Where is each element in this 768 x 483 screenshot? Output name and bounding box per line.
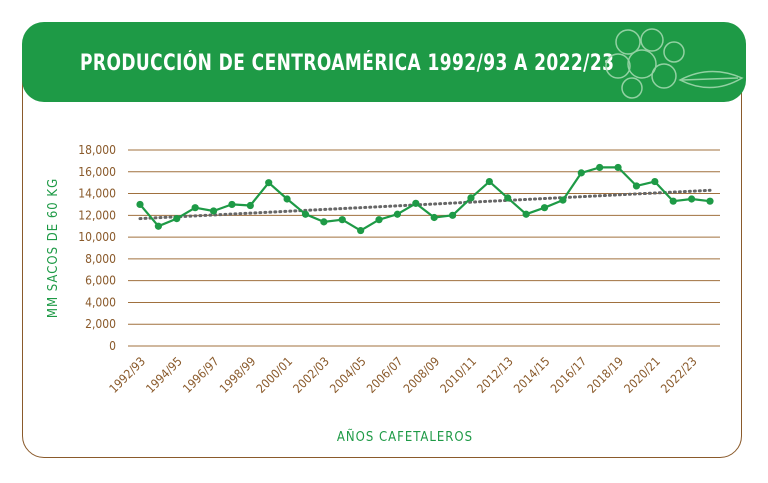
x-axis-label: AÑOS CAFETALEROS — [337, 429, 473, 445]
series-line — [139, 166, 711, 232]
y-tick-label: 18,000 — [78, 143, 116, 157]
production-series — [136, 163, 714, 235]
data-point — [651, 177, 659, 186]
x-tick-label: 2020/21 — [621, 354, 663, 396]
x-tick-label: 2010/11 — [437, 354, 479, 396]
y-tick-label: 6,000 — [85, 274, 116, 288]
data-point — [265, 179, 273, 187]
data-point — [173, 215, 181, 223]
y-tick-label: 4,000 — [85, 295, 116, 309]
x-tick-label: 2022/23 — [658, 354, 700, 396]
y-tick-label: 16,000 — [78, 165, 116, 179]
y-axis-ticks: 0 2,000 4,000 6,000 8,000 10,000 12,000 14,000 1… — [78, 143, 116, 353]
data-point — [393, 210, 402, 218]
data-point — [485, 177, 493, 186]
data-point — [669, 197, 677, 205]
x-tick-label: 1998/99 — [217, 354, 259, 396]
data-point — [357, 226, 365, 235]
data-point — [688, 195, 696, 203]
data-point — [301, 210, 310, 218]
data-point — [283, 195, 291, 203]
x-axis-ticks: 1992/931994/951996/971998/992000/012002/… — [107, 354, 700, 396]
data-point — [209, 207, 218, 215]
data-point — [430, 213, 438, 222]
x-tick-label: 1996/97 — [180, 354, 222, 396]
data-point — [596, 163, 604, 172]
y-tick-label: 2,000 — [85, 317, 116, 331]
trend-line — [138, 188, 712, 221]
data-point — [448, 211, 457, 219]
x-tick-label: 2014/15 — [511, 354, 553, 396]
y-tick-label: 10,000 — [78, 230, 116, 244]
title-banner — [22, 22, 746, 102]
grid-lines — [128, 149, 720, 347]
data-point — [504, 194, 512, 202]
x-tick-label: 2002/03 — [290, 354, 332, 396]
data-point — [706, 197, 714, 205]
y-tick-label: 8,000 — [85, 252, 116, 266]
data-point — [320, 218, 328, 226]
trend-line-path — [138, 188, 712, 221]
data-point — [191, 204, 199, 212]
x-tick-label: 2018/19 — [585, 354, 627, 396]
y-axis-label: MM SACOS DE 60 KG — [46, 178, 61, 318]
x-tick-label: 2012/13 — [474, 354, 516, 396]
data-point — [467, 194, 475, 202]
data-point — [522, 210, 530, 218]
coffee-cherries-icon — [605, 28, 744, 99]
data-point — [375, 216, 383, 224]
x-tick-label: 2006/07 — [364, 354, 406, 396]
y-tick-label: 14,000 — [78, 187, 116, 201]
data-point — [614, 163, 622, 172]
data-point — [412, 199, 420, 207]
y-tick-label: 12,000 — [78, 208, 116, 222]
y-tick-label: 0 — [109, 339, 116, 353]
data-point — [228, 200, 236, 209]
data-point — [136, 200, 144, 209]
chart-title: PRODUCCIÓN DE CENTROAMÉRICA 1992/93 A 20… — [80, 51, 615, 76]
x-tick-label: 1994/95 — [143, 354, 185, 396]
data-point — [246, 201, 254, 210]
data-point — [559, 196, 567, 204]
data-point — [632, 182, 641, 190]
data-point — [154, 222, 162, 230]
x-tick-label: 2008/09 — [401, 354, 443, 396]
x-tick-label: 2016/17 — [548, 354, 590, 396]
x-tick-label: 2004/05 — [327, 354, 369, 396]
data-point — [338, 216, 346, 224]
data-point — [540, 204, 549, 212]
data-point — [577, 169, 585, 177]
x-tick-label: 2000/01 — [254, 354, 296, 396]
x-tick-label: 1992/93 — [107, 354, 149, 396]
